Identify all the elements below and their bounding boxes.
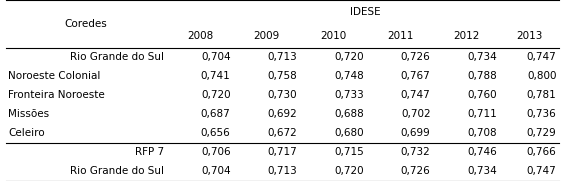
Text: 0,741: 0,741 [201, 71, 231, 81]
Text: 0,715: 0,715 [334, 147, 364, 157]
Text: 0,720: 0,720 [334, 167, 364, 176]
Text: 0,781: 0,781 [527, 90, 557, 100]
Text: 0,720: 0,720 [201, 90, 231, 100]
Text: 0,746: 0,746 [467, 147, 497, 157]
Text: 0,747: 0,747 [527, 167, 557, 176]
Text: 0,760: 0,760 [468, 90, 497, 100]
Text: 0,699: 0,699 [401, 128, 431, 138]
Text: Rio Grande do Sul: Rio Grande do Sul [70, 167, 164, 176]
Text: 0,767: 0,767 [401, 71, 431, 81]
Text: 2013: 2013 [516, 31, 543, 41]
Text: 2011: 2011 [387, 31, 413, 41]
Text: Coredes: Coredes [65, 19, 107, 29]
Text: 0,692: 0,692 [267, 109, 297, 119]
Text: 0,734: 0,734 [467, 52, 497, 62]
Text: 0,734: 0,734 [467, 167, 497, 176]
Text: 2012: 2012 [454, 31, 480, 41]
Text: 2009: 2009 [254, 31, 280, 41]
Text: 0,733: 0,733 [334, 90, 364, 100]
Text: IDESE: IDESE [350, 7, 380, 17]
Text: 0,720: 0,720 [334, 52, 364, 62]
Text: 0,736: 0,736 [527, 109, 557, 119]
Text: Missões: Missões [8, 109, 50, 119]
Text: Noroeste Colonial: Noroeste Colonial [8, 71, 101, 81]
Text: Celeiro: Celeiro [8, 128, 45, 138]
Text: 0,747: 0,747 [527, 52, 557, 62]
Text: 0,688: 0,688 [334, 109, 364, 119]
Text: 0,766: 0,766 [527, 147, 557, 157]
Text: 0,704: 0,704 [201, 52, 231, 62]
Text: 0,656: 0,656 [201, 128, 231, 138]
Text: 0,800: 0,800 [527, 71, 557, 81]
Text: 0,726: 0,726 [401, 52, 431, 62]
Text: 0,747: 0,747 [401, 90, 431, 100]
Text: 0,730: 0,730 [268, 90, 297, 100]
Text: 0,702: 0,702 [401, 109, 431, 119]
Text: Fronteira Noroeste: Fronteira Noroeste [8, 90, 105, 100]
Text: 0,706: 0,706 [201, 147, 231, 157]
Text: 0,729: 0,729 [527, 128, 557, 138]
Text: 2010: 2010 [320, 31, 346, 41]
Text: Rio Grande do Sul: Rio Grande do Sul [70, 52, 164, 62]
Text: 0,717: 0,717 [267, 147, 297, 157]
Text: 0,788: 0,788 [467, 71, 497, 81]
Text: 0,672: 0,672 [267, 128, 297, 138]
Text: 0,748: 0,748 [334, 71, 364, 81]
Text: 0,704: 0,704 [201, 167, 231, 176]
Text: 0,758: 0,758 [267, 71, 297, 81]
Text: 0,726: 0,726 [401, 167, 431, 176]
Text: 0,680: 0,680 [334, 128, 364, 138]
Text: 0,732: 0,732 [401, 147, 431, 157]
Text: 0,708: 0,708 [468, 128, 497, 138]
Text: 0,713: 0,713 [267, 167, 297, 176]
Text: 2008: 2008 [187, 31, 213, 41]
Text: 0,713: 0,713 [267, 52, 297, 62]
Text: RFP 7: RFP 7 [134, 147, 164, 157]
Text: 0,711: 0,711 [467, 109, 497, 119]
Text: 0,687: 0,687 [201, 109, 231, 119]
